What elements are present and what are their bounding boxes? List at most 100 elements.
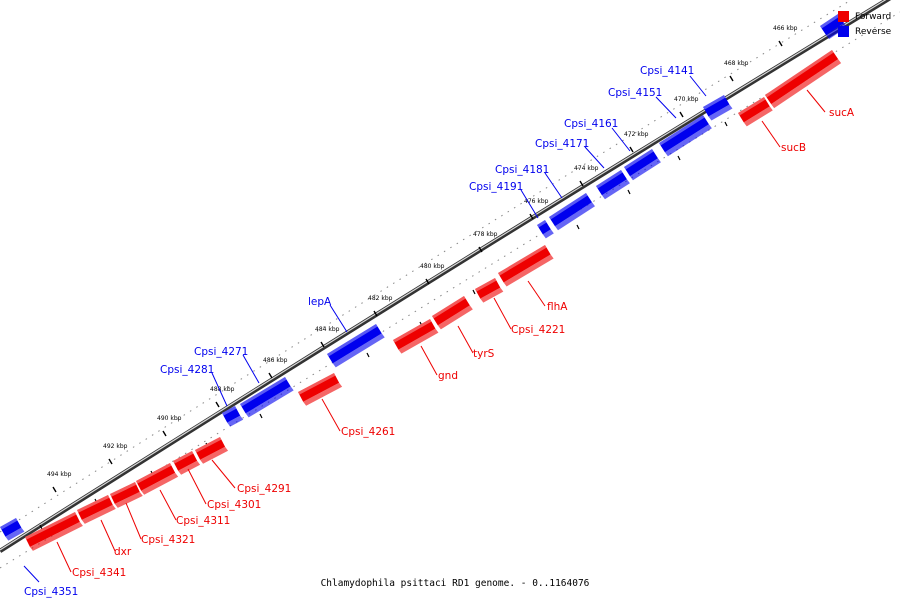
leader-line: [493, 297, 512, 330]
Cpsi_4221-gene-bar: [475, 278, 504, 303]
legend: Forward Reverse: [838, 9, 900, 39]
leader-line: [544, 172, 563, 199]
legend-label-reverse: Reverse: [855, 26, 892, 37]
axis-tick-mark: [529, 213, 534, 220]
inner-tick-mark: [724, 121, 728, 127]
gene-label-flhA: flhA: [547, 301, 568, 313]
leader-line: [211, 372, 228, 407]
axis-tick-label: 486 kbp: [263, 357, 288, 364]
Cpsi_4301-gene-bar: [173, 451, 201, 475]
leader-line: [806, 89, 826, 113]
leader-line: [584, 146, 605, 169]
inner-tick-mark: [366, 352, 370, 358]
leader-line: [100, 519, 116, 552]
Cpsi_4141-gene-bar: [703, 95, 733, 121]
gene-label-Cpsi_4291: Cpsi_4291: [237, 483, 291, 495]
gene-label-Cpsi_4311: Cpsi_4311: [176, 515, 230, 527]
Cpsi_4161-gene-bar: [624, 149, 661, 181]
legend-label-forward: Forward: [855, 11, 892, 22]
outer-dotted-guide: [0, 0, 852, 533]
sucA-gene-bar: [765, 50, 842, 109]
leader-line: [242, 354, 260, 384]
leader-line: [611, 127, 631, 152]
axis-tick-label: 488 kbp: [210, 386, 235, 393]
gnd-gene-bar: [393, 319, 439, 354]
leader-line: [23, 565, 40, 583]
axis-tick-mark: [215, 401, 220, 408]
inner-tick-mark: [677, 155, 681, 161]
axis-tick-label: 492 kbp: [103, 443, 128, 450]
leader-line: [211, 459, 236, 489]
gene-label-Cpsi_4151: Cpsi_4151: [608, 87, 662, 99]
axis-tick-mark: [162, 430, 167, 437]
inner-tick-mark: [39, 524, 43, 530]
tyrS-gene-bar: [432, 296, 473, 330]
forward-swatch: [838, 11, 849, 22]
leader-line: [321, 398, 341, 432]
gene-label-gnd: gnd: [438, 370, 458, 382]
leader-line: [187, 468, 207, 505]
inner-tick-mark: [627, 189, 631, 195]
Cpsi_4191-gene-bar: [537, 220, 554, 239]
gene-layer: [0, 14, 848, 551]
leader-line: [689, 75, 707, 97]
dxr-gene-bar: [77, 495, 116, 524]
flhA-gene-bar: [498, 245, 554, 287]
axis-tick-label: 494 kbp: [47, 471, 72, 478]
leader-line: [125, 502, 142, 540]
gene-label-Cpsi_4221: Cpsi_4221: [511, 324, 565, 336]
axis-tick-label: 490 kbp: [157, 415, 182, 422]
axis-tick-mark: [268, 372, 273, 379]
gene-label-Cpsi_4161: Cpsi_4161: [564, 118, 618, 130]
axis-tick-label: 484 kbp: [315, 326, 340, 333]
inner-tick-mark: [472, 289, 476, 295]
inner-tick-mark: [259, 413, 263, 419]
tick-layer: 466 kbp 468 kbp 470 kbp 472 kbp 474 kbp 476 k…: [39, 25, 798, 530]
axis-tick-mark: [629, 146, 634, 153]
gene-label-Cpsi_4181: Cpsi_4181: [495, 164, 549, 176]
axis-tick-mark: [52, 486, 57, 493]
axis-tick-label: 476 kbp: [524, 198, 549, 205]
axis-tick-label: 478 kbp: [473, 231, 498, 238]
Cpsi_4311-gene-bar: [136, 463, 179, 495]
gene-label-Cpsi_4301: Cpsi_4301: [207, 499, 261, 511]
Cpsi_4281-gene-bar: [222, 406, 244, 427]
axis-tick-label: 474 kbp: [574, 165, 599, 172]
leader-line: [655, 96, 677, 119]
axis-tick-label: 482 kbp: [368, 295, 393, 302]
axis-tick-label: 472 kbp: [624, 131, 649, 138]
axis-tick-mark: [579, 180, 584, 187]
axis-tick-mark: [373, 310, 378, 317]
gene-label-sucA: sucA: [829, 107, 855, 119]
gene-label-Cpsi_4321: Cpsi_4321: [141, 534, 195, 546]
gene-label-Cpsi_4351: Cpsi_4351: [24, 586, 78, 598]
Cpsi_4181-gene-bar: [549, 193, 595, 231]
gene-label-sucB: sucB: [781, 142, 806, 154]
lepA-gene-bar: [327, 324, 385, 368]
gene-label-Cpsi_4171: Cpsi_4171: [535, 138, 589, 150]
gene-label-Cpsi_4271: Cpsi_4271: [194, 346, 248, 358]
leader-line: [329, 304, 348, 333]
axis-tick-label: 480 kbp: [420, 263, 445, 270]
Cpsi_4321-gene-bar: [110, 482, 143, 508]
gene-label-Cpsi_4141: Cpsi_4141: [640, 65, 694, 77]
inner-tick-mark: [576, 224, 580, 230]
axis-tick-mark: [778, 40, 783, 47]
gene-label-Cpsi_4191: Cpsi_4191: [469, 181, 523, 193]
legend-item-forward: Forward: [838, 9, 900, 24]
leader-line: [761, 120, 781, 148]
axis-tick-label: 470 kbp: [674, 96, 699, 103]
leader-line: [159, 489, 177, 521]
axis-tick-label: 468 kbp: [724, 60, 749, 67]
axis-tick-mark: [108, 458, 113, 465]
leader-line: [56, 541, 72, 573]
gene-label-Cpsi_4261: Cpsi_4261: [341, 426, 395, 438]
Cpsi_4291-gene-bar: [195, 437, 229, 464]
genome-backbone: [0, 0, 892, 553]
axis-tick-mark: [425, 278, 430, 285]
axis-tick-mark: [679, 111, 684, 118]
Cpsi_4351-gene-bar: [0, 518, 25, 541]
gene-label-lepA: lepA: [308, 296, 332, 308]
leader-line: [527, 280, 546, 307]
